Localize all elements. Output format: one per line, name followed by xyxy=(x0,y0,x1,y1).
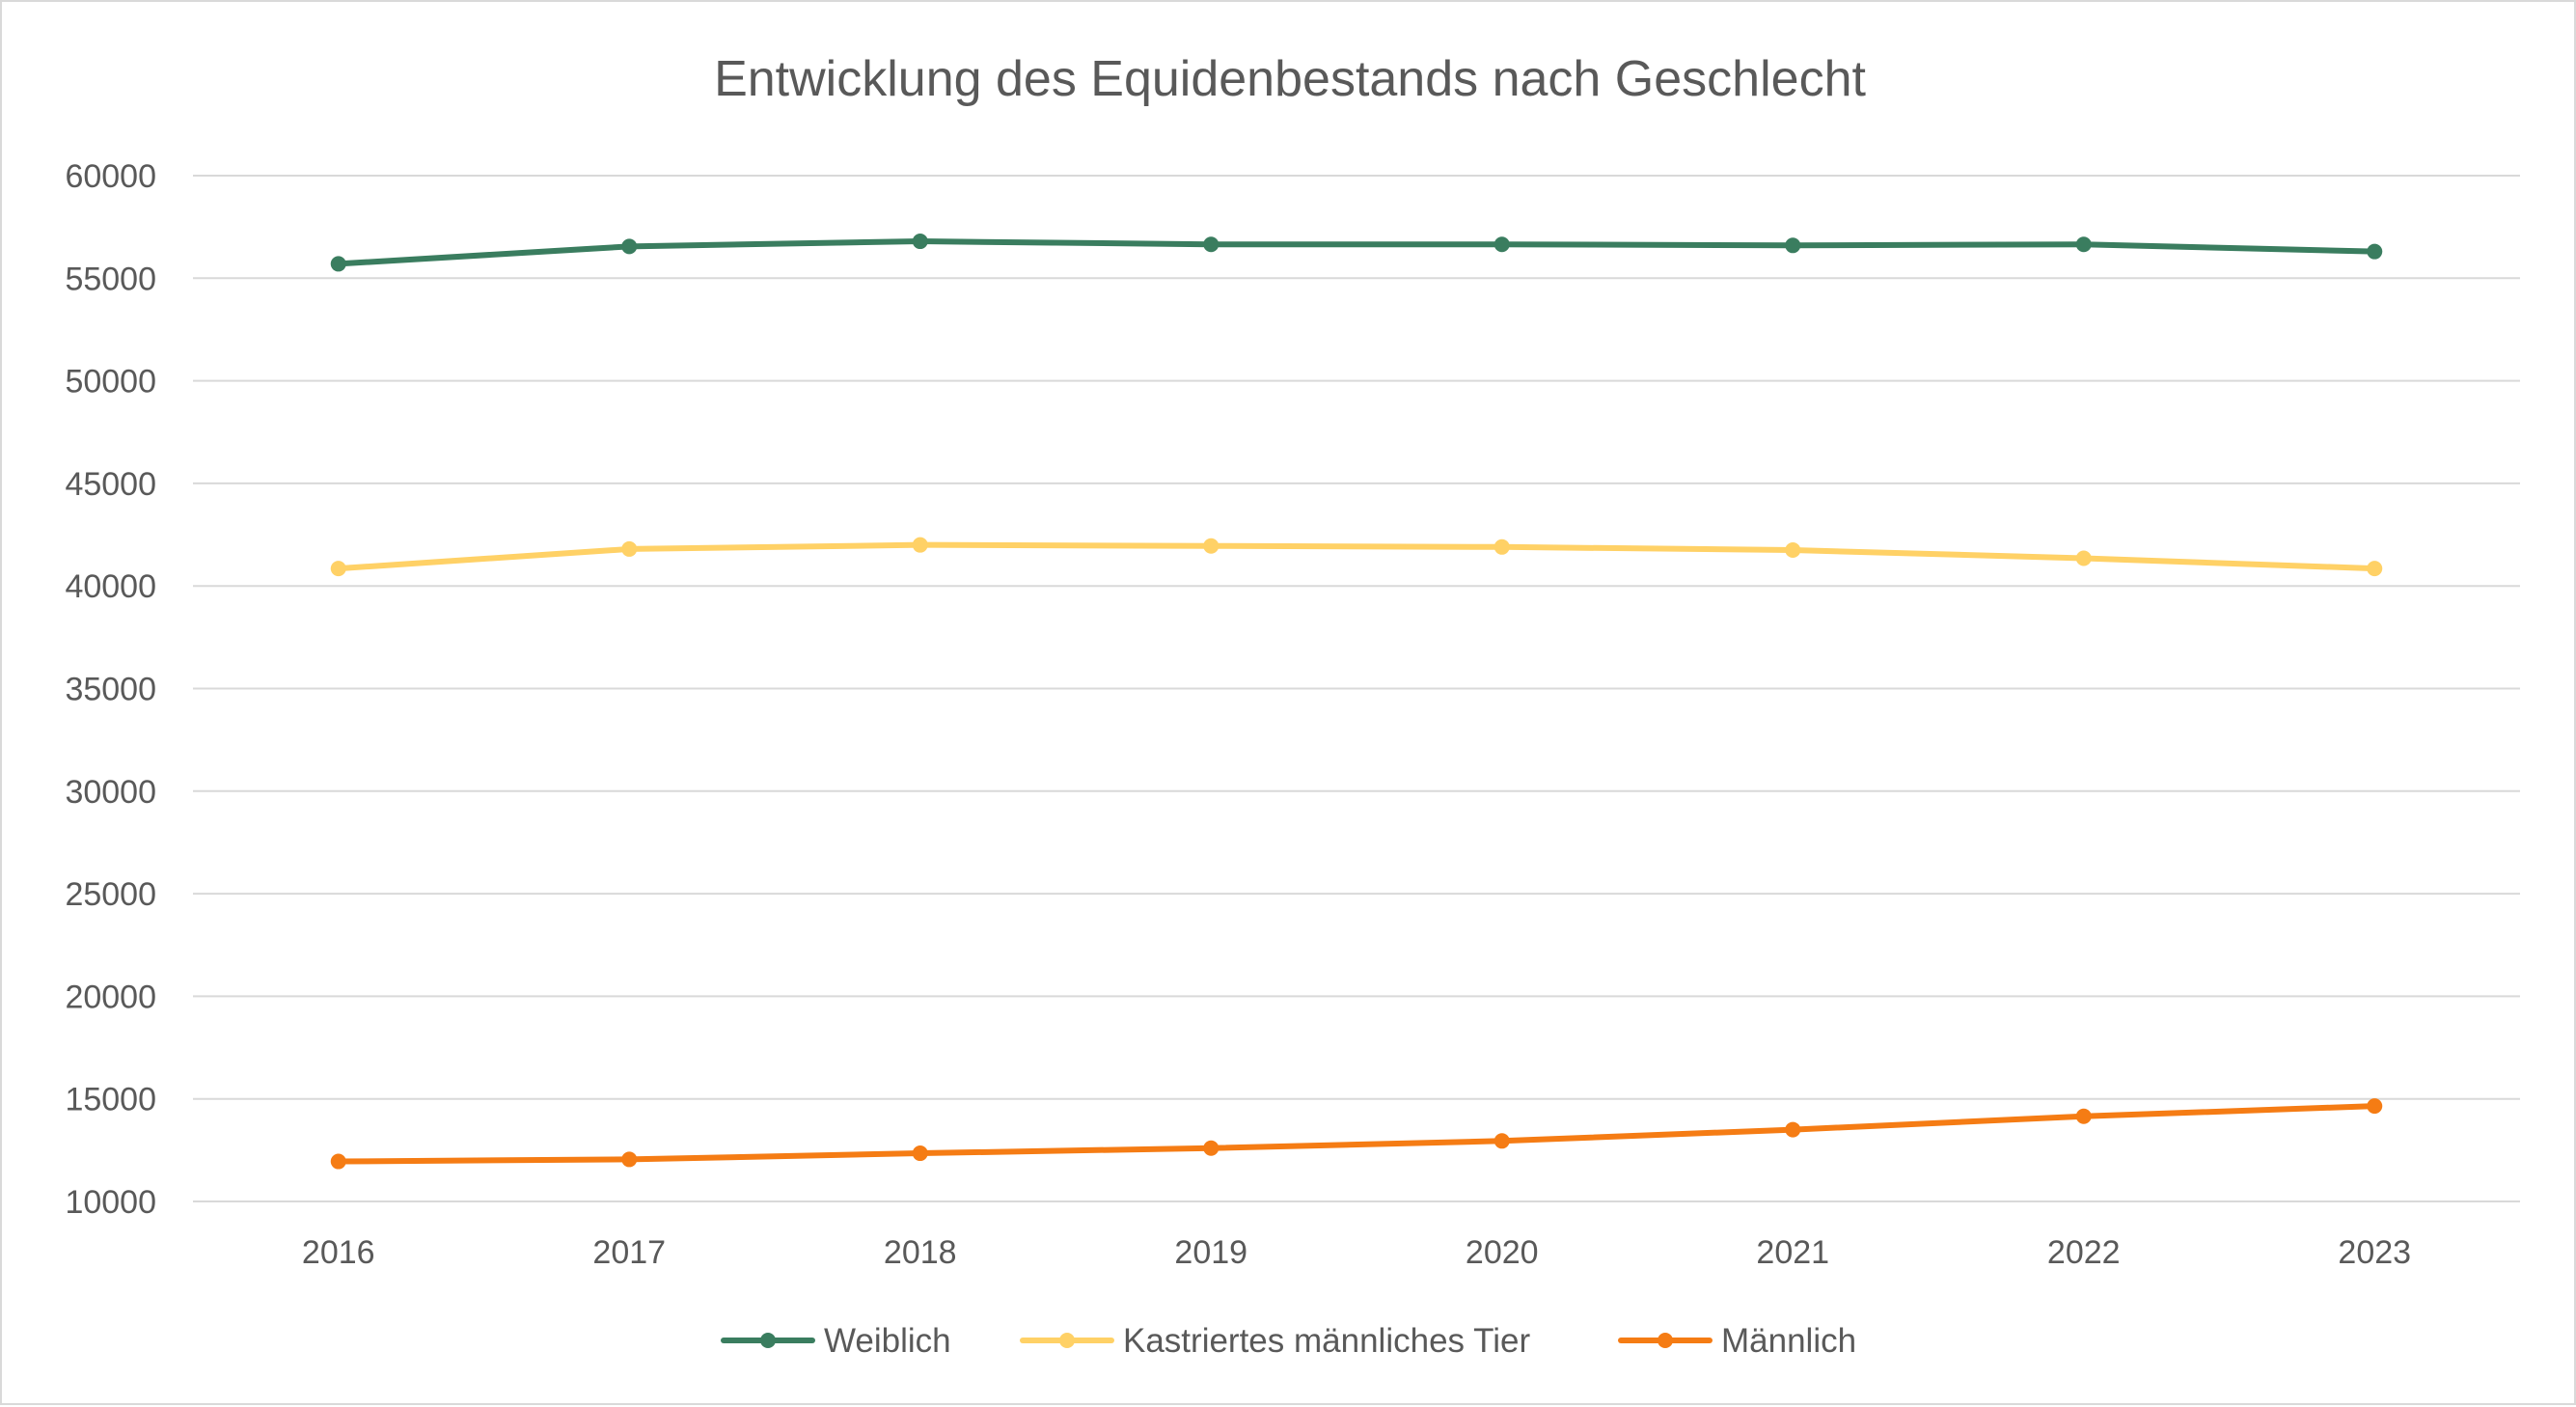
y-tick-label: 15000 xyxy=(65,1082,156,1118)
legend: Weiblich Kastriertes männliches Tier Männl… xyxy=(721,1322,1856,1360)
x-tick-label: 2020 xyxy=(1466,1234,1539,1271)
x-tick-label: 2019 xyxy=(1174,1234,1247,1271)
y-tick-label: 25000 xyxy=(65,876,156,913)
legend-label: Kastriertes männliches Tier xyxy=(1123,1322,1530,1360)
y-axis-tick-labels: 60000 55000 50000 45000 40000 35000 30000 25000… xyxy=(65,158,156,1221)
data-point xyxy=(2367,243,2383,260)
legend-swatch-marker xyxy=(1059,1333,1075,1348)
legend-swatch-marker xyxy=(760,1333,776,1348)
x-tick-label: 2017 xyxy=(592,1234,666,1271)
data-point xyxy=(621,238,638,255)
legend-label: Männlich xyxy=(1721,1322,1856,1360)
data-point xyxy=(1785,237,1801,254)
y-tick-label: 55000 xyxy=(65,261,156,297)
legend-item: Weiblich xyxy=(721,1322,951,1360)
data-point xyxy=(621,1151,638,1168)
data-point xyxy=(912,234,928,250)
data-point xyxy=(2075,550,2092,566)
series-lines xyxy=(330,234,2383,1170)
chart-title: Entwicklung des Equidenbestands nach Ges… xyxy=(714,51,1866,107)
data-point xyxy=(330,256,346,272)
data-point xyxy=(621,540,638,557)
data-point xyxy=(1203,538,1219,554)
series-weiblich xyxy=(330,234,2383,272)
data-point xyxy=(1203,1140,1219,1156)
legend-item: Kastriertes männliches Tier xyxy=(1020,1322,1530,1360)
series-line xyxy=(335,1103,2378,1165)
legend-label: Weiblich xyxy=(824,1322,951,1360)
x-tick-label: 2016 xyxy=(302,1234,375,1271)
data-point xyxy=(330,1153,346,1170)
data-point xyxy=(1785,541,1801,558)
y-tick-label: 50000 xyxy=(65,364,156,400)
series-line xyxy=(335,238,2378,267)
y-tick-label: 40000 xyxy=(65,568,156,605)
x-axis-tick-labels: 2016 2017 2018 2019 2020 2021 2022 2023 xyxy=(302,1234,2411,1271)
data-point xyxy=(1494,538,1510,555)
series-line xyxy=(335,541,2378,572)
data-point xyxy=(2367,561,2383,577)
y-tick-label: 35000 xyxy=(65,672,156,708)
legend-swatch-marker xyxy=(1658,1333,1673,1348)
y-tick-label: 30000 xyxy=(65,774,156,811)
data-point xyxy=(1785,1121,1801,1138)
y-tick-label: 60000 xyxy=(65,158,156,195)
x-tick-label: 2018 xyxy=(884,1234,957,1271)
x-tick-label: 2023 xyxy=(2338,1234,2411,1271)
data-point xyxy=(2367,1098,2383,1115)
data-point xyxy=(1494,1133,1510,1149)
data-point xyxy=(2075,1108,2092,1124)
x-tick-label: 2022 xyxy=(2047,1234,2121,1271)
y-tick-label: 10000 xyxy=(65,1184,156,1221)
series-männlich xyxy=(330,1098,2383,1170)
gridlines xyxy=(193,175,2520,1202)
data-point xyxy=(330,561,346,577)
data-point xyxy=(1203,236,1219,253)
data-point xyxy=(912,1145,928,1162)
y-tick-label: 20000 xyxy=(65,979,156,1015)
x-tick-label: 2021 xyxy=(1756,1234,1829,1271)
legend-item: Männlich xyxy=(1618,1322,1856,1360)
data-point xyxy=(912,537,928,553)
series-kastriertes-männliches-tier xyxy=(330,537,2383,577)
data-point xyxy=(1494,236,1510,253)
data-point xyxy=(2075,236,2092,253)
y-tick-label: 45000 xyxy=(65,466,156,503)
